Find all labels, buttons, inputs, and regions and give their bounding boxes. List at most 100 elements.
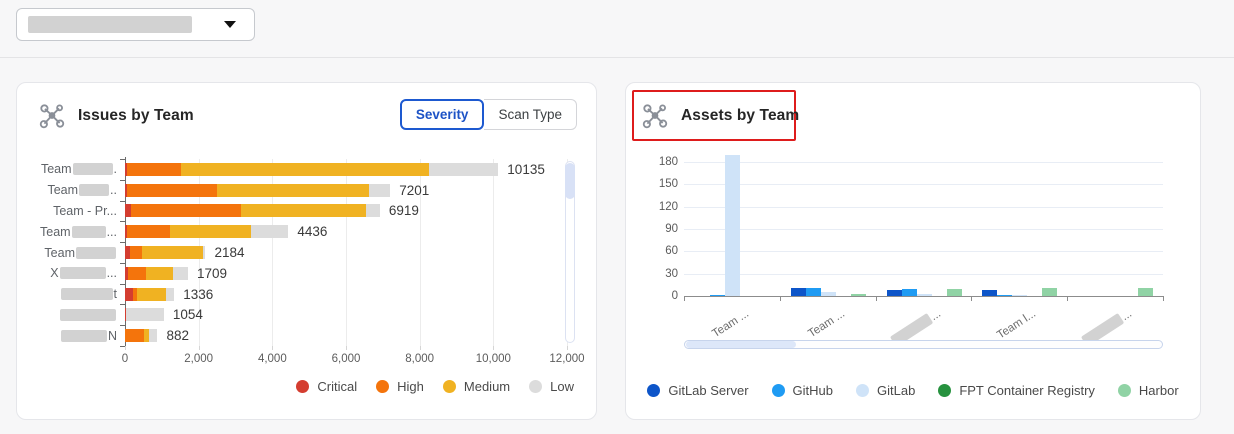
x-tick-label: 10,000 bbox=[475, 353, 511, 365]
x-axis-tick bbox=[125, 346, 126, 350]
legend-label: High bbox=[397, 379, 424, 394]
legend-label: GitLab bbox=[877, 383, 916, 398]
bar-gitlab bbox=[725, 154, 740, 296]
issues-legend: Critical High Medium Low bbox=[296, 379, 574, 394]
legend-item-fpt-container-registry[interactable]: FPT Container Registry bbox=[938, 383, 1095, 398]
y-tick-label: 60 bbox=[665, 245, 678, 258]
x-axis-tick bbox=[1163, 296, 1164, 301]
bar-segment-medium bbox=[137, 288, 166, 301]
bar-harbor bbox=[1042, 287, 1058, 296]
bar-value-label: 10135 bbox=[507, 162, 545, 177]
y-axis-tick bbox=[120, 200, 125, 202]
gridline bbox=[346, 159, 347, 346]
bar-segment-critical bbox=[125, 288, 134, 301]
legend-item-github[interactable]: GitHub bbox=[771, 383, 833, 398]
legend-item-medium[interactable]: Medium bbox=[442, 379, 511, 394]
category-label: t bbox=[17, 287, 117, 301]
y-axis-tick bbox=[120, 262, 125, 264]
bar-segment-low bbox=[369, 184, 391, 197]
redacted-label bbox=[60, 288, 113, 301]
bar-gitlab-server bbox=[886, 290, 902, 296]
legend-dot bbox=[529, 380, 543, 393]
category-label: N bbox=[17, 329, 117, 343]
x-tick-label: 8,000 bbox=[405, 353, 435, 365]
legend-label: FPT Container Registry bbox=[959, 383, 1095, 398]
legend-item-gitlab-server[interactable]: GitLab Server bbox=[647, 383, 749, 398]
bar-segment-low bbox=[173, 267, 188, 280]
category-label: Team - Pr... bbox=[53, 203, 117, 218]
bar-segment-high bbox=[127, 163, 181, 176]
team-filter-dropdown[interactable] bbox=[16, 8, 255, 41]
y-tick-label: 180 bbox=[658, 156, 678, 168]
legend-dot bbox=[938, 384, 952, 397]
bar-segment-medium bbox=[144, 329, 149, 342]
bar-gitlab bbox=[1012, 294, 1028, 296]
bar-harbor bbox=[850, 293, 866, 296]
redacted-label bbox=[59, 267, 106, 280]
bar-segment-critical bbox=[125, 225, 127, 238]
bar-segment-high bbox=[127, 184, 217, 197]
bar-segment-low bbox=[125, 308, 164, 321]
category-label: Team bbox=[17, 246, 117, 260]
bar-segment-medium bbox=[146, 267, 174, 280]
issues-chart-vertical-scrollbar[interactable] bbox=[565, 161, 575, 343]
x-axis-tick bbox=[272, 346, 274, 350]
bar-segment-critical bbox=[125, 267, 128, 280]
bar-segment-low bbox=[366, 204, 380, 217]
x-axis-tick bbox=[1067, 296, 1069, 301]
x-axis-tick bbox=[875, 296, 877, 301]
bar-segment-low bbox=[148, 329, 158, 342]
assets-card-header: Assets by Team bbox=[642, 101, 799, 131]
y-axis-tick bbox=[120, 221, 125, 223]
x-axis-tick bbox=[198, 346, 200, 350]
caret-down-icon bbox=[224, 21, 236, 28]
bar-segment-low bbox=[250, 225, 289, 238]
legend-label: Critical bbox=[317, 379, 358, 394]
bar-harbor bbox=[946, 288, 962, 296]
gridline bbox=[684, 251, 1163, 253]
x-axis-tick bbox=[346, 346, 347, 350]
legend-item-critical[interactable]: Critical bbox=[296, 379, 357, 394]
legend-item-gitlab[interactable]: GitLab bbox=[856, 383, 915, 398]
team-network-icon bbox=[39, 104, 65, 129]
bar-segment-high bbox=[127, 267, 147, 280]
issues-card-header: Issues by Team bbox=[39, 101, 194, 131]
bar-value-label: 2184 bbox=[214, 245, 245, 260]
redacted-label bbox=[72, 163, 113, 176]
y-tick-label: 90 bbox=[665, 223, 678, 235]
scan-type-toggle-button[interactable]: Scan Type bbox=[484, 99, 577, 130]
assets-legend: GitLab Server GitHub GitLab FPT Container R… bbox=[626, 383, 1200, 398]
bar-github bbox=[901, 288, 917, 296]
legend-item-high[interactable]: High bbox=[376, 379, 424, 394]
bar-segment-high bbox=[130, 246, 142, 259]
bar-gitlab-server bbox=[790, 287, 806, 296]
category-label: Team... bbox=[40, 224, 117, 239]
x-axis-line bbox=[684, 296, 1164, 297]
x-category-label: ... bbox=[1052, 307, 1135, 368]
bar-segment-critical bbox=[125, 163, 128, 176]
bar-value-label: 7201 bbox=[399, 183, 430, 198]
legend-dot bbox=[647, 384, 661, 397]
x-category-label: ... bbox=[860, 307, 943, 368]
bar-harbor bbox=[1138, 287, 1154, 296]
redacted-label bbox=[60, 329, 107, 342]
gridline bbox=[684, 162, 1163, 163]
issues-bar-chart: 0 2,000 4,000 6,000 8,000 10,000 12,000 10135 Te… bbox=[17, 83, 598, 421]
legend-item-low[interactable]: Low bbox=[529, 379, 574, 394]
bar-github bbox=[805, 287, 821, 296]
legend-item-harbor[interactable]: Harbor bbox=[1117, 383, 1179, 398]
redacted-label bbox=[79, 184, 110, 197]
y-axis-tick bbox=[120, 304, 125, 306]
x-axis-tick bbox=[567, 346, 568, 350]
bar-gitlab bbox=[916, 293, 932, 296]
assets-chart-horizontal-scrollbar[interactable] bbox=[684, 340, 1163, 349]
x-axis-tick bbox=[971, 296, 973, 301]
assets-scrollbar-thumb[interactable] bbox=[686, 341, 796, 348]
gridline bbox=[684, 184, 1163, 186]
x-category-label: Team ... bbox=[710, 307, 751, 341]
legend-label: Medium bbox=[463, 379, 511, 394]
bar-segment-critical bbox=[125, 204, 131, 217]
issues-scrollbar-thumb[interactable] bbox=[565, 163, 575, 199]
bar-segment-medium bbox=[180, 163, 430, 176]
severity-toggle-button[interactable]: Severity bbox=[399, 99, 485, 130]
